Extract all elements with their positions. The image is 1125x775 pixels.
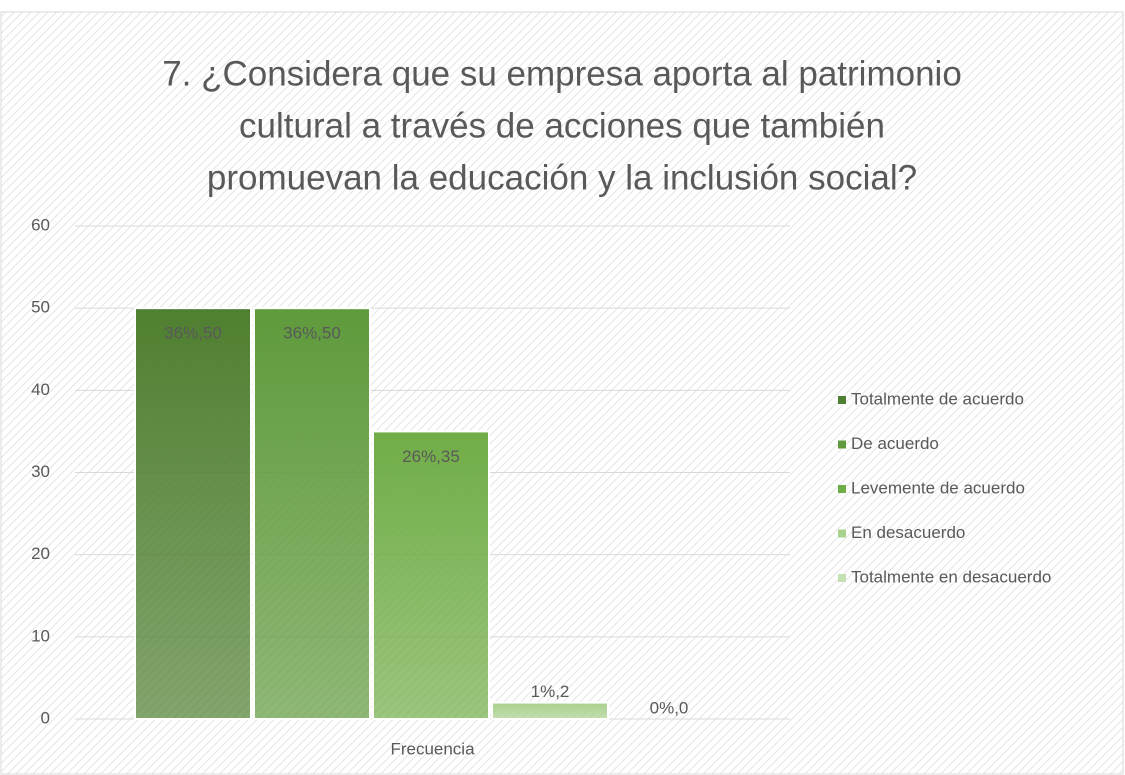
chart-title: cultural a través de acciones que tambié… bbox=[239, 106, 885, 145]
bar bbox=[491, 701, 609, 720]
y-tick-label: 20 bbox=[31, 544, 50, 563]
legend-label: Totalmente de acuerdo bbox=[851, 389, 1024, 408]
y-tick-label: 0 bbox=[41, 708, 50, 727]
bar bbox=[253, 307, 371, 720]
chart-title: promuevan la educación y la inclusión so… bbox=[207, 158, 917, 197]
legend-swatch bbox=[838, 396, 846, 404]
legend-swatch bbox=[838, 440, 846, 449]
y-tick-label: 10 bbox=[31, 626, 50, 645]
data-label: 26%,35 bbox=[402, 447, 460, 466]
y-tick-label: 60 bbox=[31, 215, 50, 234]
legend-label: Totalmente en desacuerdo bbox=[851, 567, 1051, 586]
legend-swatch bbox=[838, 485, 846, 493]
legend-label: En desacuerdo bbox=[851, 523, 965, 542]
bar bbox=[372, 430, 490, 720]
y-tick-label: 30 bbox=[31, 462, 50, 481]
y-tick-label: 40 bbox=[31, 380, 50, 399]
chart-title: 7. ¿Considera que su empresa aporta al p… bbox=[162, 54, 962, 93]
legend-label: De acuerdo bbox=[851, 434, 939, 453]
legend-swatch bbox=[838, 574, 846, 582]
data-label: 0%,0 bbox=[650, 698, 689, 717]
data-label: 36%,50 bbox=[164, 324, 222, 343]
legend-swatch bbox=[838, 529, 846, 538]
x-tick-label: Frecuencia bbox=[390, 739, 475, 758]
data-label: 1%,2 bbox=[531, 682, 570, 701]
bar bbox=[134, 307, 252, 720]
y-tick-label: 50 bbox=[31, 298, 50, 317]
legend-label: Levemente de acuerdo bbox=[851, 478, 1025, 497]
data-label: 36%,50 bbox=[283, 324, 341, 343]
